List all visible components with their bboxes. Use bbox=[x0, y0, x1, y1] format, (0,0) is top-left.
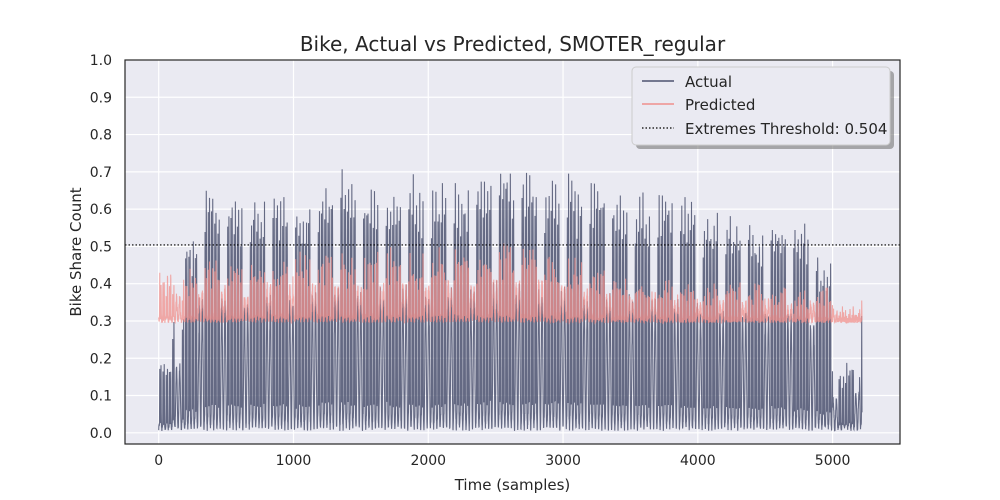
y-tick-label: 0.1 bbox=[90, 389, 112, 405]
y-tick-labels: 0.0 0.1 0.2 0.3 0.4 0.5 0.6 0.7 0.8 0.9 1.0 bbox=[90, 53, 112, 442]
x-tick-label: 0 bbox=[154, 453, 163, 469]
series-layer bbox=[158, 169, 863, 432]
x-axis-label: Time (samples) bbox=[454, 476, 571, 494]
x-tick-label: 5000 bbox=[815, 453, 851, 469]
series-line-actual bbox=[158, 169, 863, 432]
chart-title: Bike, Actual vs Predicted, SMOTER_regula… bbox=[300, 32, 726, 56]
x-tick-label: 4000 bbox=[680, 453, 716, 469]
series-line-predicted bbox=[158, 243, 863, 325]
y-tick-label: 0.8 bbox=[90, 128, 112, 144]
legend-label-threshold: Extremes Threshold: 0.504 bbox=[685, 120, 887, 138]
plot-frame bbox=[124, 59, 901, 445]
x-tick-label: 1000 bbox=[276, 453, 312, 469]
legend-label-predicted: Predicted bbox=[685, 96, 755, 114]
x-tick-label: 2000 bbox=[410, 453, 446, 469]
y-tick-label: 0.3 bbox=[90, 314, 112, 330]
x-tick-labels: 0 1000 2000 3000 4000 5000 bbox=[154, 453, 850, 469]
y-axis-label: Bike Share Count bbox=[67, 187, 85, 316]
legend-label-actual: Actual bbox=[685, 73, 732, 91]
y-tick-label: 0.6 bbox=[90, 202, 112, 218]
y-tick-label: 0.0 bbox=[90, 426, 112, 442]
y-tick-label: 0.9 bbox=[90, 90, 112, 106]
y-tick-label: 0.7 bbox=[90, 165, 112, 181]
y-tick-label: 1.0 bbox=[90, 53, 112, 69]
y-tick-label: 0.5 bbox=[90, 239, 112, 255]
legend-box bbox=[631, 66, 891, 146]
y-tick-label: 0.4 bbox=[90, 277, 112, 293]
y-tick-label: 0.2 bbox=[90, 351, 112, 367]
x-tick-label: 3000 bbox=[545, 453, 581, 469]
legend: Actual Predicted Extremes Threshold: 0.5… bbox=[631, 66, 894, 149]
